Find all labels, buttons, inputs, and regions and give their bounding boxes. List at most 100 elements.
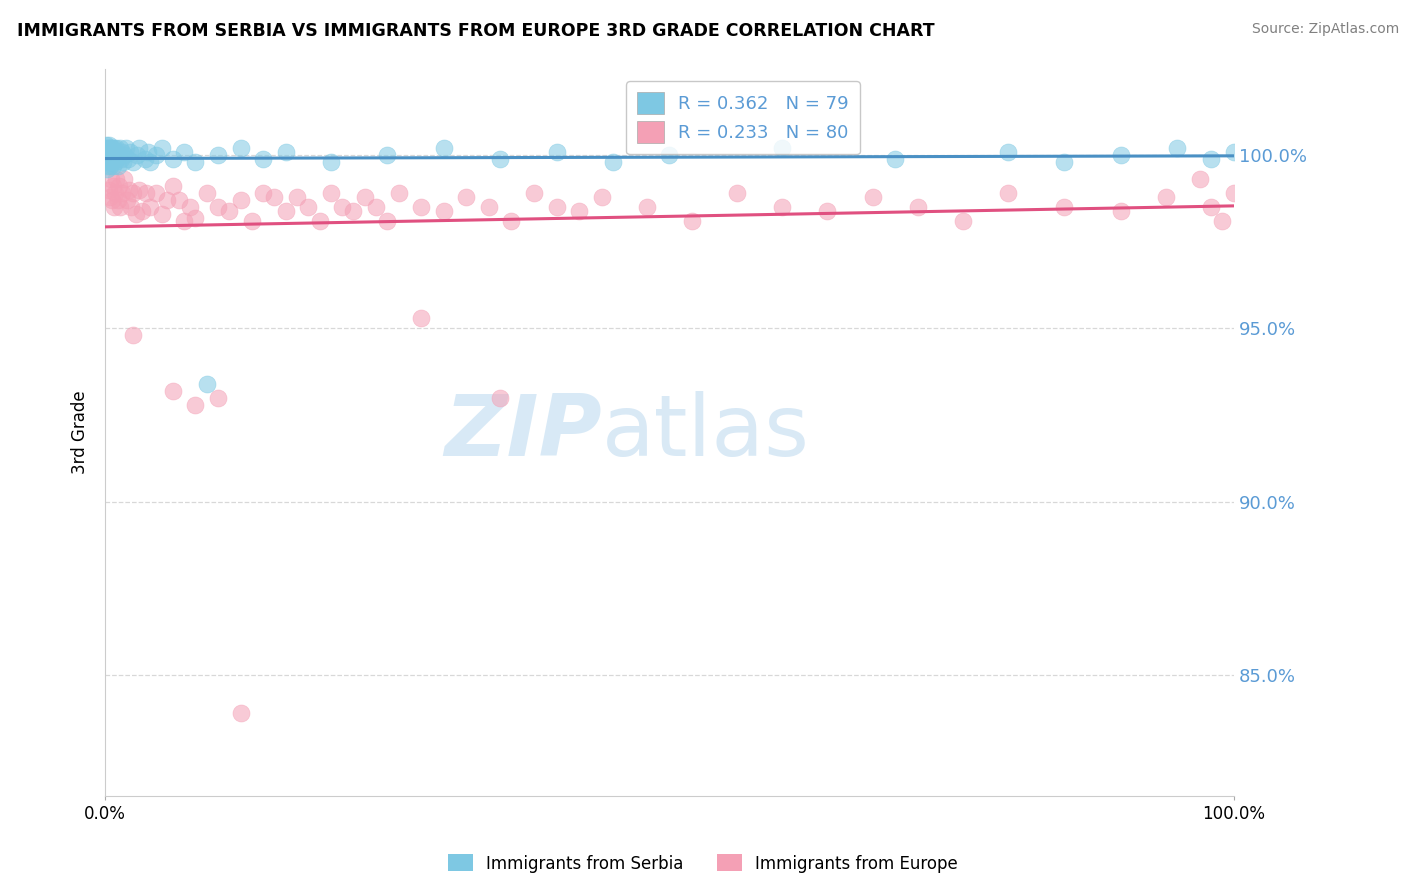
Point xyxy=(952,214,974,228)
Point xyxy=(636,200,658,214)
Point xyxy=(1199,152,1222,166)
Point xyxy=(1223,145,1246,159)
Point xyxy=(145,148,167,162)
Point xyxy=(568,203,591,218)
Point xyxy=(546,145,568,159)
Point xyxy=(342,203,364,218)
Point xyxy=(100,152,122,166)
Point xyxy=(100,172,122,186)
Point xyxy=(96,141,118,155)
Text: Source: ZipAtlas.com: Source: ZipAtlas.com xyxy=(1251,22,1399,37)
Point xyxy=(681,214,703,228)
Point xyxy=(125,148,148,162)
Point xyxy=(107,193,129,207)
Point xyxy=(120,200,142,214)
Point xyxy=(997,186,1019,201)
Point xyxy=(125,207,148,221)
Point xyxy=(229,193,252,207)
Point xyxy=(1109,148,1132,162)
Point xyxy=(101,141,124,155)
Point xyxy=(128,141,150,155)
Point xyxy=(162,179,184,194)
Point xyxy=(319,155,342,169)
Point xyxy=(501,214,523,228)
Point xyxy=(108,141,131,155)
Point xyxy=(98,152,121,166)
Point xyxy=(111,186,134,201)
Point xyxy=(101,179,124,194)
Point xyxy=(97,145,120,159)
Point xyxy=(218,203,240,218)
Point xyxy=(98,155,121,169)
Point xyxy=(319,186,342,201)
Point xyxy=(489,391,512,405)
Point xyxy=(122,186,145,201)
Point xyxy=(184,398,207,412)
Point xyxy=(489,152,512,166)
Point xyxy=(150,141,173,155)
Point xyxy=(330,200,353,214)
Point xyxy=(101,159,124,173)
Point xyxy=(884,152,907,166)
Point xyxy=(162,384,184,398)
Point xyxy=(104,186,127,201)
Point xyxy=(195,376,218,391)
Point xyxy=(229,706,252,721)
Point xyxy=(308,214,330,228)
Point xyxy=(135,186,157,201)
Point xyxy=(111,145,134,159)
Point xyxy=(229,141,252,155)
Point xyxy=(101,193,124,207)
Point xyxy=(96,145,118,159)
Point xyxy=(101,148,124,162)
Point xyxy=(112,148,135,162)
Point xyxy=(145,186,167,201)
Point xyxy=(114,141,136,155)
Point xyxy=(97,137,120,152)
Point xyxy=(478,200,501,214)
Point xyxy=(97,152,120,166)
Point xyxy=(274,203,297,218)
Point xyxy=(139,155,162,169)
Point xyxy=(131,203,153,218)
Point xyxy=(105,141,128,155)
Point xyxy=(105,152,128,166)
Point xyxy=(107,159,129,173)
Point xyxy=(150,207,173,221)
Point xyxy=(104,145,127,159)
Point xyxy=(100,145,122,159)
Point xyxy=(433,203,456,218)
Point xyxy=(817,203,839,218)
Point xyxy=(240,214,263,228)
Point xyxy=(1154,190,1177,204)
Point xyxy=(184,211,207,225)
Point xyxy=(112,155,135,169)
Point xyxy=(103,141,125,155)
Legend: Immigrants from Serbia, Immigrants from Europe: Immigrants from Serbia, Immigrants from … xyxy=(441,847,965,880)
Text: ZIP: ZIP xyxy=(444,391,602,474)
Point xyxy=(907,200,929,214)
Point xyxy=(388,186,411,201)
Point xyxy=(122,155,145,169)
Point xyxy=(96,145,118,159)
Point xyxy=(285,190,308,204)
Point xyxy=(377,214,399,228)
Point xyxy=(134,152,156,166)
Point xyxy=(96,155,118,169)
Point xyxy=(591,190,613,204)
Point xyxy=(862,190,884,204)
Point xyxy=(115,193,138,207)
Point xyxy=(173,214,195,228)
Point xyxy=(97,141,120,155)
Point xyxy=(433,141,456,155)
Point xyxy=(1188,172,1211,186)
Point xyxy=(108,200,131,214)
Point xyxy=(252,152,274,166)
Point xyxy=(184,155,207,169)
Point xyxy=(103,200,125,214)
Point xyxy=(1166,141,1188,155)
Point xyxy=(167,193,190,207)
Point xyxy=(658,148,681,162)
Text: IMMIGRANTS FROM SERBIA VS IMMIGRANTS FROM EUROPE 3RD GRADE CORRELATION CHART: IMMIGRANTS FROM SERBIA VS IMMIGRANTS FRO… xyxy=(17,22,935,40)
Point xyxy=(101,145,124,159)
